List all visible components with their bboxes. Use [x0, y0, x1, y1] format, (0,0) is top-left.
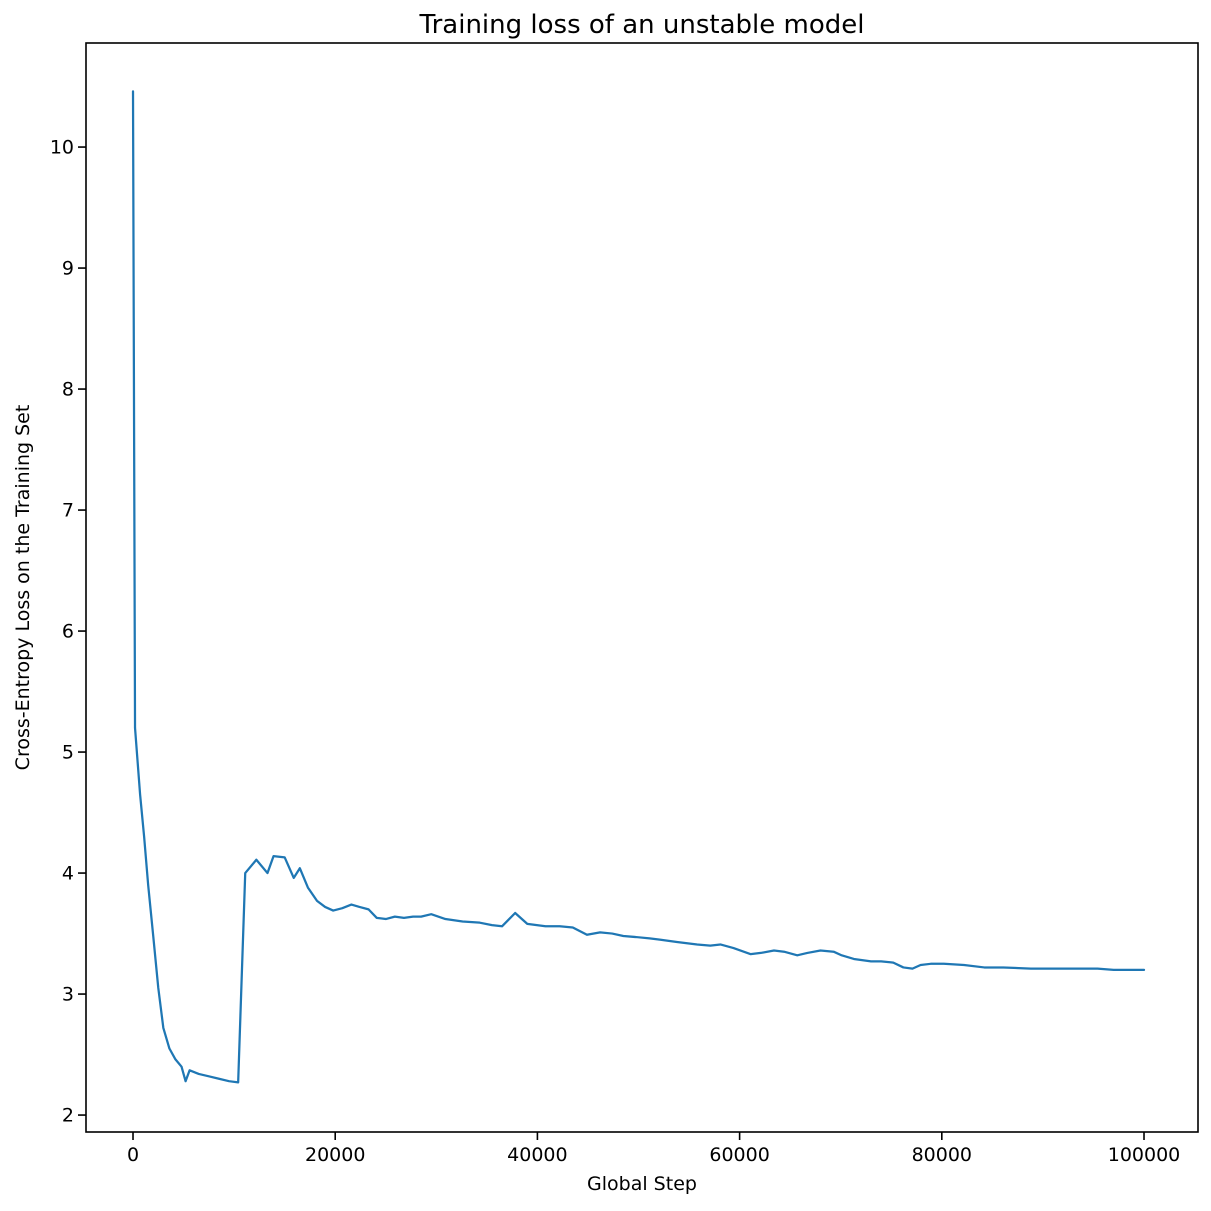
x-tick-label: 20000 [305, 1144, 365, 1166]
x-tick-label: 80000 [912, 1144, 972, 1166]
y-axis-label: Cross-Entropy Loss on the Training Set [12, 405, 34, 771]
x-axis-ticks: 0 20000 40000 60000 80000 100000 [127, 1132, 1180, 1166]
y-axis-ticks: 2 3 4 5 6 7 8 9 10 [50, 137, 86, 1127]
loss-curve [131, 90, 1146, 1084]
y-tick-label: 8 [62, 379, 74, 401]
y-tick-label: 10 [50, 137, 74, 159]
y-tick-label: 7 [62, 500, 74, 522]
y-tick-label: 5 [62, 742, 74, 764]
y-tick-label: 3 [62, 984, 74, 1006]
chart-title: Training loss of an unstable model [419, 10, 865, 40]
x-tick-label: 60000 [709, 1144, 769, 1166]
x-tick-label: 40000 [507, 1144, 567, 1166]
y-tick-label: 9 [62, 258, 74, 280]
y-tick-label: 4 [62, 863, 74, 885]
x-axis-label: Global Step [587, 1173, 697, 1195]
y-tick-label: 6 [62, 621, 74, 643]
y-tick-label: 2 [62, 1105, 74, 1127]
x-tick-label: 100000 [1108, 1144, 1181, 1166]
x-tick-label: 0 [127, 1144, 139, 1166]
plot-border [85, 42, 1199, 1133]
